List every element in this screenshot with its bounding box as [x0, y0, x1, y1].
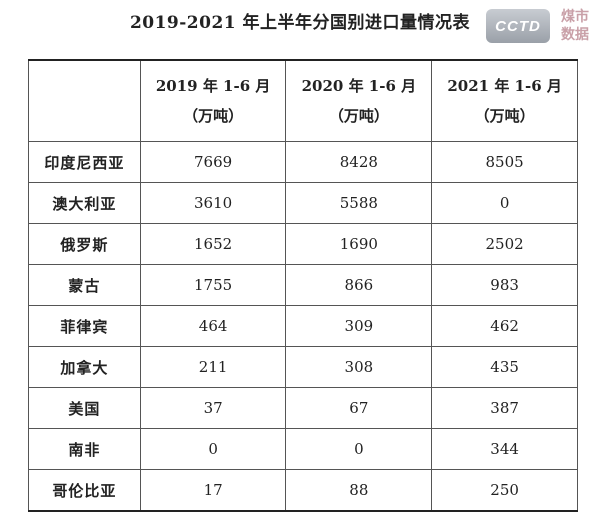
country-cell: 哥伦比亚 [28, 469, 141, 512]
country-cell: 菲律宾 [28, 305, 141, 347]
table-row: 美国 37 67 387 [28, 387, 578, 429]
header-corner-cell [28, 59, 141, 142]
country-cell: 印度尼西亚 [28, 141, 141, 183]
country-cell: 美国 [28, 387, 141, 429]
value-cell: 0 [431, 182, 578, 224]
value-cell: 211 [139, 346, 287, 388]
header-period: 2019 年 1-6 月 [155, 77, 271, 95]
country-cell: 蒙古 [28, 264, 141, 306]
value-cell: 250 [431, 469, 578, 512]
header-unit: （万吨） [183, 107, 244, 125]
value-cell: 1652 [139, 223, 287, 265]
logo-caption-line2: 数据 [561, 27, 589, 43]
value-cell: 7669 [139, 141, 287, 183]
value-cell: 2502 [431, 223, 578, 265]
value-cell: 67 [285, 387, 433, 429]
page-title: 2019-2021 年上半年分国别进口量情况表 [129, 13, 471, 33]
value-cell: 462 [431, 305, 578, 347]
value-cell: 88 [285, 469, 433, 512]
table-row: 加拿大 211 308 435 [28, 346, 578, 388]
import-volume-table: 2019 年 1-6 月 （万吨） 2020 年 1-6 月 （万吨） 2021… [28, 59, 578, 512]
table-row: 菲律宾 464 309 462 [28, 305, 578, 347]
value-cell: 17 [139, 469, 287, 512]
table-header-row: 2019 年 1-6 月 （万吨） 2020 年 1-6 月 （万吨） 2021… [28, 59, 578, 142]
header-unit: （万吨） [474, 107, 535, 125]
value-cell: 983 [431, 264, 578, 306]
value-cell: 308 [285, 346, 433, 388]
table-row: 南非 0 0 344 [28, 428, 578, 470]
value-cell: 8505 [431, 141, 578, 183]
cctd-logo-icon: CCTD [486, 9, 550, 43]
header-cell-2021: 2021 年 1-6 月 （万吨） [431, 59, 578, 142]
value-cell: 1690 [285, 223, 433, 265]
logo-caption: 煤市 数据 [554, 8, 596, 44]
country-cell: 加拿大 [28, 346, 141, 388]
value-cell: 37 [139, 387, 287, 429]
value-cell: 344 [431, 428, 578, 470]
header-period: 2020 年 1-6 月 [301, 77, 417, 95]
value-cell: 3610 [139, 182, 287, 224]
header-cell-2020: 2020 年 1-6 月 （万吨） [285, 59, 433, 142]
logo-caption-line1: 煤市 [561, 9, 589, 25]
table-row: 印度尼西亚 7669 8428 8505 [28, 141, 578, 183]
country-cell: 俄罗斯 [28, 223, 141, 265]
value-cell: 1755 [139, 264, 287, 306]
table-row: 澳大利亚 3610 5588 0 [28, 182, 578, 224]
value-cell: 866 [285, 264, 433, 306]
header-period: 2021 年 1-6 月 [447, 77, 562, 95]
table-row: 俄罗斯 1652 1690 2502 [28, 223, 578, 265]
header-cell-2019: 2019 年 1-6 月 （万吨） [139, 59, 287, 142]
value-cell: 8428 [285, 141, 433, 183]
country-cell: 南非 [28, 428, 141, 470]
value-cell: 0 [285, 428, 433, 470]
value-cell: 0 [139, 428, 287, 470]
cctd-logo: CCTD 煤市 数据 [486, 5, 598, 47]
value-cell: 309 [285, 305, 433, 347]
header-unit: （万吨） [328, 107, 389, 125]
table-row: 哥伦比亚 17 88 250 [28, 469, 578, 512]
table-row: 蒙古 1755 866 983 [28, 264, 578, 306]
value-cell: 5588 [285, 182, 433, 224]
value-cell: 464 [139, 305, 287, 347]
value-cell: 387 [431, 387, 578, 429]
value-cell: 435 [431, 346, 578, 388]
country-cell: 澳大利亚 [28, 182, 141, 224]
